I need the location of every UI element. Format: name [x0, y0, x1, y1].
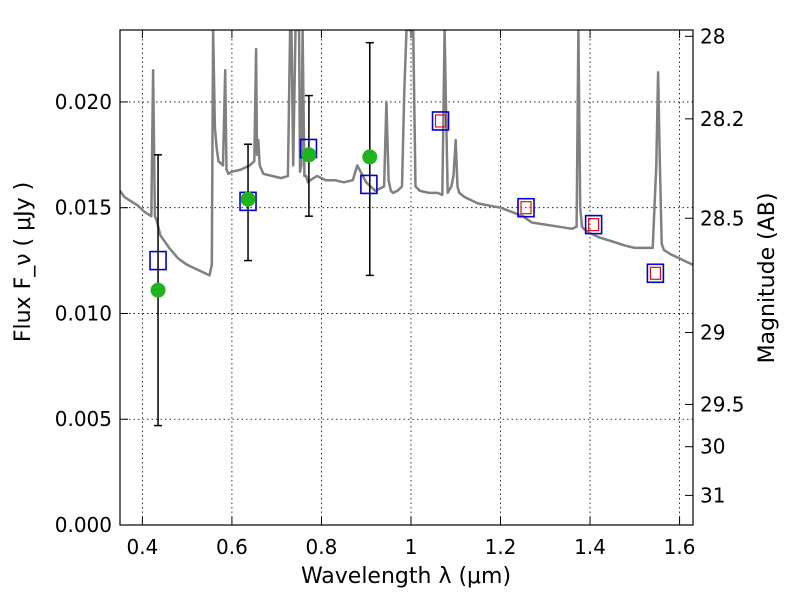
x-tick-label: 1.4	[574, 535, 606, 559]
inner-square-marker	[434, 114, 447, 128]
observed-photometry-point	[150, 282, 166, 298]
inner-square-marker	[520, 201, 532, 215]
x-tick-label: 1.6	[664, 535, 696, 559]
right-tick-label: 28	[700, 24, 725, 48]
model-photometry-square	[360, 174, 378, 195]
observed-photometry-point	[301, 147, 317, 163]
x-tick-label: 1	[405, 535, 418, 559]
plot-area	[120, 30, 693, 277]
plot-frame	[119, 29, 694, 526]
model-photometry-square	[431, 111, 450, 131]
x-tick-label: 0.4	[126, 535, 158, 559]
axes: 0.4 0.6 0.8 1 1.2 1.4 1.6 0.000 0.005 0.010 0.015 0…	[55, 24, 745, 559]
grid	[120, 30, 693, 526]
inner-square-marker	[649, 266, 661, 280]
right-tick-label: 31	[700, 483, 725, 507]
model-spectrum-line	[120, 30, 693, 277]
markers	[149, 41, 665, 427]
model-photometry-square	[517, 197, 535, 218]
inner-square-marker	[588, 218, 600, 232]
x-tick-label: 0.8	[306, 535, 338, 559]
x-tick-label: 1.2	[485, 535, 517, 559]
model-photometry-square	[149, 250, 167, 271]
y-tick-label: 0.015	[55, 196, 112, 220]
right-axis-label: Magnitude (AB)	[755, 193, 780, 364]
model-photometry-square	[646, 263, 665, 284]
y-axis-label: Flux F_ν ( μJy )	[11, 182, 36, 342]
y-tick-label: 0.020	[55, 90, 112, 114]
observed-photometry-point	[240, 191, 256, 207]
right-tick-label: 29.5	[700, 392, 745, 416]
right-tick-label: 29	[700, 321, 725, 345]
y-tick-label: 0.005	[55, 407, 112, 431]
right-tick-label: 30	[700, 435, 725, 459]
model-photometry-square	[584, 214, 603, 235]
right-tick-label: 28.2	[700, 107, 745, 131]
observed-photometry-point	[362, 149, 378, 165]
right-tick-label: 28.5	[700, 206, 745, 230]
x-tick-label: 0.6	[216, 535, 248, 559]
y-tick-label: 0.010	[55, 301, 112, 325]
x-axis-label: Wavelength λ (μm)	[301, 564, 511, 589]
y-tick-label: 0.000	[55, 513, 112, 537]
